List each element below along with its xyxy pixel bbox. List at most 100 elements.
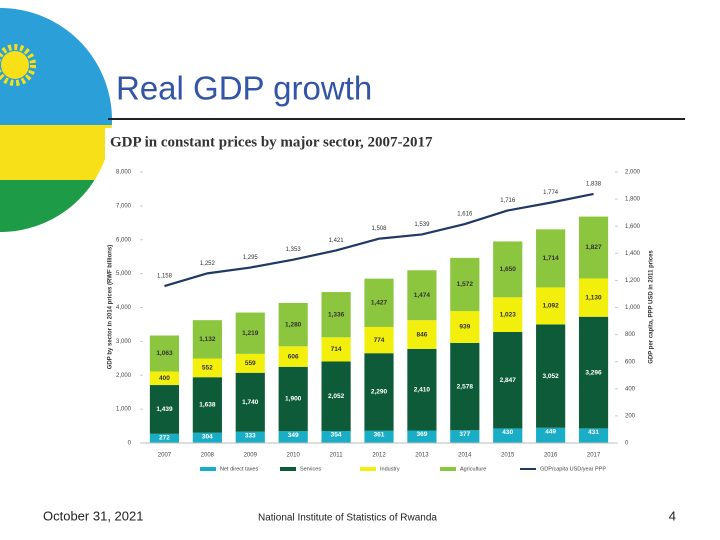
value-label: 400 [159,375,170,382]
bar-segment [321,431,351,443]
value-label: 1,427 [371,300,388,307]
page-number: 4 [669,508,676,523]
chart-title: GDP in constant prices by major sector, … [110,134,433,150]
x-tick-label: 2015 [501,453,515,459]
bar-segment [192,377,222,433]
value-label: 939 [459,324,470,331]
y-tick-label: 8,000 [116,170,132,176]
value-label: 1,063 [156,350,173,357]
y2-tick-label: 2,000 [625,170,641,176]
y-tick-label: 6,000 [116,237,132,243]
value-label: 1,092 [542,303,559,310]
bar-segment [450,311,480,343]
legend-label: Industry [380,466,400,472]
bar-segment [278,366,308,432]
line-value-label: 1,539 [414,222,430,228]
value-label: 349 [288,432,299,439]
line-value-label: 1,616 [457,212,473,218]
bar-segment [578,428,609,443]
legend-label: Services [300,466,321,472]
x-tick-label: 2008 [201,453,215,459]
x-tick-label: 2017 [587,453,601,459]
value-label: 2,290 [371,389,388,396]
value-label: 1,900 [285,396,302,403]
bar-segment [450,342,480,431]
bar-segment [321,361,351,432]
value-label: 714 [331,346,342,353]
line-value-label: 1,838 [586,182,602,188]
bar-segment [407,320,437,349]
x-tick-label: 2007 [158,453,172,459]
legend-label: GDP/capita USD/year PPP [540,466,606,472]
value-label: 1,638 [199,402,216,409]
value-label: 2,052 [328,393,345,400]
legend-label: Agriculture [460,466,486,472]
line-series [164,192,594,288]
legend-swatch [360,467,376,471]
y-axis-title: GDP by sector in 2014 prices (RWF billio… [108,245,114,369]
y2-tick-label: 200 [625,413,636,419]
value-label: 3,052 [542,373,559,380]
bar-segment [149,371,180,386]
legend-swatch [440,467,456,471]
bar-segment [493,428,523,443]
bar-segment [493,297,523,332]
y2-tick-label: 600 [625,359,636,365]
y-tick-label: 1,000 [116,407,132,413]
bar-segment [536,324,566,428]
value-label: 1,023 [500,311,517,318]
x-tick-label: 2013 [415,453,429,459]
value-label: 559 [245,360,256,367]
value-label: 1,572 [457,281,474,288]
bar-segment [407,430,437,443]
bar-segment [278,346,308,367]
bar-segment [149,385,180,434]
bar-segment [235,431,265,443]
legend-label: Net direct taxes [220,466,258,472]
line-value-label: 1,353 [286,247,302,253]
bar-segment [578,216,609,279]
slide-title: Real GDP growth [116,70,372,107]
y2-tick-label: 1,000 [625,305,641,311]
y2-tick-label: 1,600 [625,224,641,230]
y-tick-label: 7,000 [116,203,132,209]
bar-segment [536,287,566,325]
value-label: 2,410 [414,386,431,393]
value-label: 552 [202,365,213,372]
bar-segment [235,312,265,354]
line-value-label: 1,421 [329,238,345,244]
y-tick-label: 3,000 [116,339,132,345]
value-label: 1,650 [500,266,517,273]
bar-segment [321,292,351,338]
value-label: 304 [202,433,213,440]
y-tick-label: 2,000 [116,373,132,379]
bar-segment [192,358,222,378]
value-label: 333 [245,432,256,439]
value-label: 354 [331,432,342,439]
line-value-label: 1,158 [157,274,173,280]
bar-segment [321,337,351,362]
value-label: 846 [416,331,427,338]
bar-segment [235,353,265,373]
line-value-label: 1,295 [243,255,259,261]
value-label: 1,336 [328,311,345,318]
value-label: 2,578 [457,383,474,390]
bar-segment [278,302,308,347]
value-label: 2,847 [500,377,517,384]
y-tick-label: 4,000 [116,305,132,311]
bar-segment [149,335,180,372]
y2-tick-label: 400 [625,386,636,392]
x-tick-label: 2014 [458,453,472,459]
y-tick-label: 0 [128,441,132,447]
x-tick-label: 2012 [372,453,386,459]
value-label: 3,296 [585,369,602,376]
bar-segment [192,432,222,443]
bar-segment [364,430,394,443]
bar-segment [407,270,437,321]
value-label: 430 [502,429,513,436]
bar-segment [192,320,222,359]
y2-tick-label: 0 [625,441,629,447]
line-value-label: 1,252 [200,261,216,267]
value-label: 361 [374,431,385,438]
